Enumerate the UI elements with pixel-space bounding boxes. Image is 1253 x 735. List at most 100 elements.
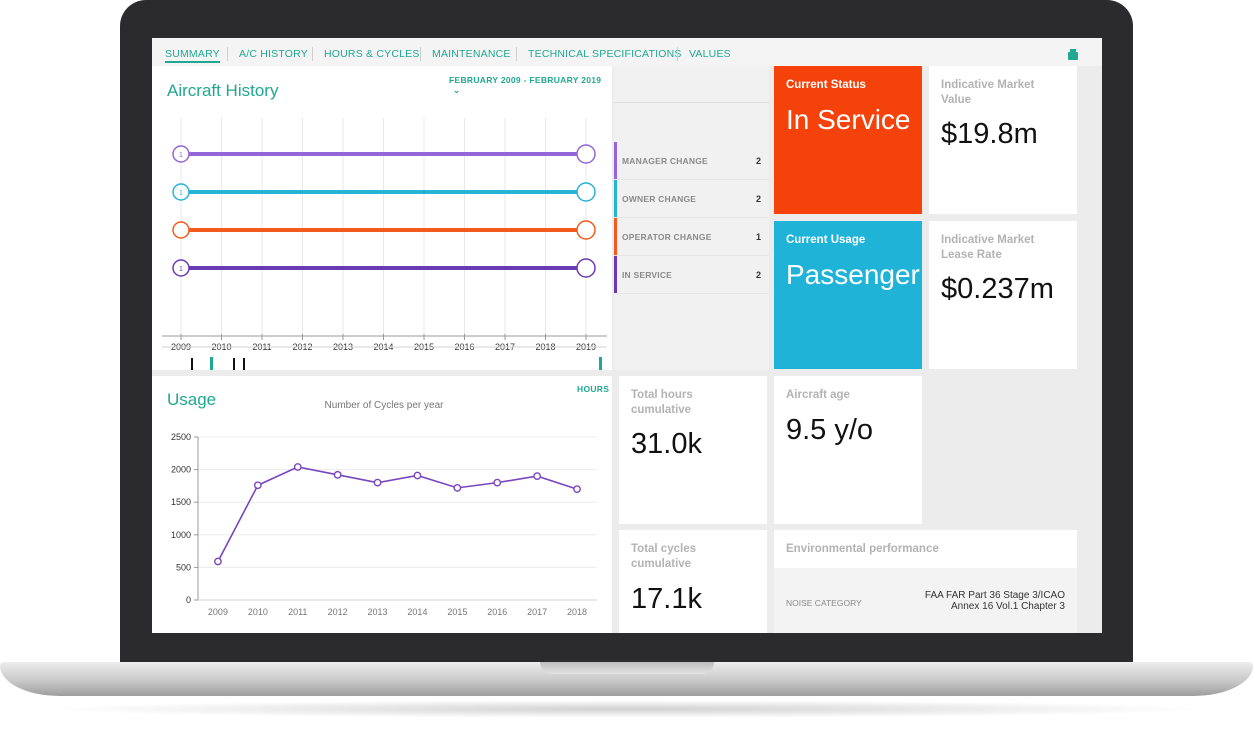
usage-line-chart: Number of Cycles per year 0 500 1000 1500 200… bbox=[171, 400, 597, 617]
navigator-handle-left bbox=[210, 357, 213, 370]
aircraft-age-label: Aircraft age bbox=[786, 389, 850, 401]
timeline-start-marker bbox=[172, 259, 190, 277]
x-tick-label: 2018 bbox=[567, 607, 587, 617]
x-tick-label: 2017 bbox=[527, 607, 547, 617]
history-range-selector[interactable]: FEBRUARY 2009 - FEBRUARY 2019 ⌄ bbox=[449, 75, 612, 96]
aircraft-age-value: 9.5 y/o bbox=[786, 414, 874, 446]
cycles-data-point bbox=[333, 470, 342, 479]
current-status-label: Current Status bbox=[786, 79, 866, 91]
market-value-value: $19.8m bbox=[941, 118, 1038, 150]
usage-panel: Usage HOURS Number of Cycles per year 0 50… bbox=[152, 376, 612, 633]
x-tick-label: 2010 bbox=[248, 607, 268, 617]
x-tick-label: 2015 bbox=[447, 607, 467, 617]
current-status-value: In Service bbox=[786, 104, 911, 135]
legend-color-bar bbox=[614, 180, 617, 217]
lease-rate-value: $0.237m bbox=[941, 273, 1054, 305]
total-hours-value: 31.0k bbox=[631, 428, 702, 460]
cycles-data-point bbox=[293, 463, 302, 471]
timeline-start-label: 1 bbox=[179, 190, 183, 197]
y-tick-label: 1000 bbox=[171, 530, 191, 540]
cycles-data-point bbox=[413, 471, 422, 480]
laptop-shadow bbox=[40, 700, 1213, 718]
screen: SUMMARY A/C HISTORY HOURS & CYCLES MAINT… bbox=[152, 38, 1102, 633]
noise-category-label: NOISE CATEGORY bbox=[786, 598, 862, 608]
noise-value-line-2: Annex 16 Vol.1 Chapter 3 bbox=[951, 601, 1065, 612]
current-usage-value: Passenger bbox=[786, 259, 920, 290]
legend-count: 2 bbox=[755, 270, 761, 280]
x-tick-label: 2016 bbox=[487, 607, 507, 617]
environmental-performance-tile: Environmental performance NOISE CATEGORY… bbox=[774, 530, 1077, 633]
current-usage-tile: Current Usage Passenger bbox=[774, 221, 922, 369]
current-status-tile: Current Status In Service bbox=[774, 66, 922, 214]
tab-summary[interactable]: SUMMARY bbox=[165, 48, 220, 63]
tab-technical-specifications[interactable]: TECHNICAL SPECIFICATIONS bbox=[528, 48, 682, 60]
timeline-start-marker bbox=[172, 145, 190, 163]
legend-divider bbox=[614, 102, 769, 103]
y-tick-label: 500 bbox=[176, 562, 191, 572]
cycles-data-point bbox=[573, 485, 581, 494]
timeline-end-marker bbox=[576, 258, 596, 278]
current-usage-label: Current Usage bbox=[786, 234, 866, 246]
legend-color-bar bbox=[614, 142, 617, 179]
legend-item-owner-change[interactable]: OWNER CHANGE 2 bbox=[614, 180, 769, 218]
aircraft-history-panel: Aircraft History FEBRUARY 2009 - FEBRUAR… bbox=[152, 66, 612, 370]
nav-divider bbox=[677, 47, 678, 61]
legend-item-in-service[interactable]: IN SERVICE 2 bbox=[614, 256, 769, 294]
environmental-label: Environmental performance bbox=[786, 543, 939, 555]
legend-label: MANAGER CHANGE bbox=[622, 156, 708, 166]
cycles-data-point bbox=[533, 472, 542, 481]
nav-divider bbox=[420, 47, 421, 61]
cycles-data-point bbox=[214, 557, 222, 566]
cycles-series-line bbox=[217, 466, 578, 562]
market-value-tile: Indicative Market Value $19.8m bbox=[929, 66, 1077, 214]
cycles-data-point bbox=[493, 478, 502, 487]
tab-hours-cycles[interactable]: HOURS & CYCLES bbox=[324, 48, 420, 60]
x-tick-label: 2014 bbox=[407, 607, 427, 617]
noise-category-value: FAA FAR Part 36 Stage 3/ICAO Annex 16 Vo… bbox=[925, 590, 1065, 612]
y-tick-label: 1500 bbox=[171, 497, 191, 507]
legend-color-bar bbox=[614, 256, 617, 293]
timeline-start-label: 1 bbox=[179, 266, 183, 273]
legend-item-manager-change[interactable]: MANAGER CHANGE 2 bbox=[614, 142, 769, 180]
history-range-label: FEBRUARY 2009 - FEBRUARY 2019 bbox=[449, 75, 602, 85]
legend-label: OPERATOR CHANGE bbox=[622, 232, 712, 242]
timeline-start-label: 1 bbox=[179, 152, 183, 159]
history-timeline-chart: 2009 2010 2011 2012 2013 2014 2015 2016 2017 2018… bbox=[162, 118, 607, 370]
total-hours-tile: Total hours cumulative 31.0k bbox=[619, 376, 767, 524]
legend-color-bar bbox=[614, 218, 617, 255]
x-tick-label: 2013 bbox=[368, 607, 388, 617]
legend-count: 2 bbox=[755, 156, 761, 166]
nav-divider bbox=[312, 47, 313, 61]
legend-count: 2 bbox=[755, 194, 761, 204]
total-hours-label: Total hours cumulative bbox=[631, 389, 693, 416]
total-cycles-tile: Total cycles cumulative 17.1k bbox=[619, 530, 767, 633]
legend-label: OWNER CHANGE bbox=[622, 194, 697, 204]
legend-count: 1 bbox=[755, 232, 761, 242]
x-tick-label: 2012 bbox=[328, 607, 348, 617]
tab-maintenance[interactable]: MAINTENANCE bbox=[432, 48, 511, 60]
nav-divider bbox=[516, 47, 517, 61]
tab-ac-history[interactable]: A/C HISTORY bbox=[239, 48, 308, 60]
tab-values[interactable]: VALUES bbox=[689, 48, 731, 60]
timeline-end-marker bbox=[576, 182, 596, 202]
total-cycles-label: Total cycles cumulative bbox=[631, 543, 696, 570]
legend-item-operator-change[interactable]: OPERATOR CHANGE 1 bbox=[614, 218, 769, 256]
navigator-handle-right bbox=[599, 357, 602, 370]
lease-rate-label: Indicative Market Lease Rate bbox=[941, 234, 1035, 261]
print-icon[interactable] bbox=[1068, 49, 1078, 60]
aircraft-age-tile: Aircraft age 9.5 y/o bbox=[774, 376, 922, 524]
y-tick-label: 0 bbox=[186, 595, 191, 605]
y-tick-label: 2000 bbox=[171, 465, 191, 475]
hours-toggle[interactable]: HOURS bbox=[577, 384, 610, 394]
noise-value-line-1: FAA FAR Part 36 Stage 3/ICAO bbox=[924, 590, 1065, 601]
cycles-data-point bbox=[453, 483, 462, 492]
cycles-data-point bbox=[253, 481, 262, 490]
usage-title: Usage bbox=[167, 390, 217, 409]
laptop-notch bbox=[540, 662, 714, 674]
cycles-data-point bbox=[373, 478, 382, 487]
usage-chart-title: Number of Cycles per year bbox=[325, 400, 445, 411]
total-cycles-value: 17.1k bbox=[631, 583, 702, 615]
timeline-end-marker bbox=[576, 220, 596, 240]
nav-bar: SUMMARY A/C HISTORY HOURS & CYCLES MAINT… bbox=[152, 38, 1102, 66]
chevron-down-icon: ⌄ bbox=[453, 85, 461, 95]
